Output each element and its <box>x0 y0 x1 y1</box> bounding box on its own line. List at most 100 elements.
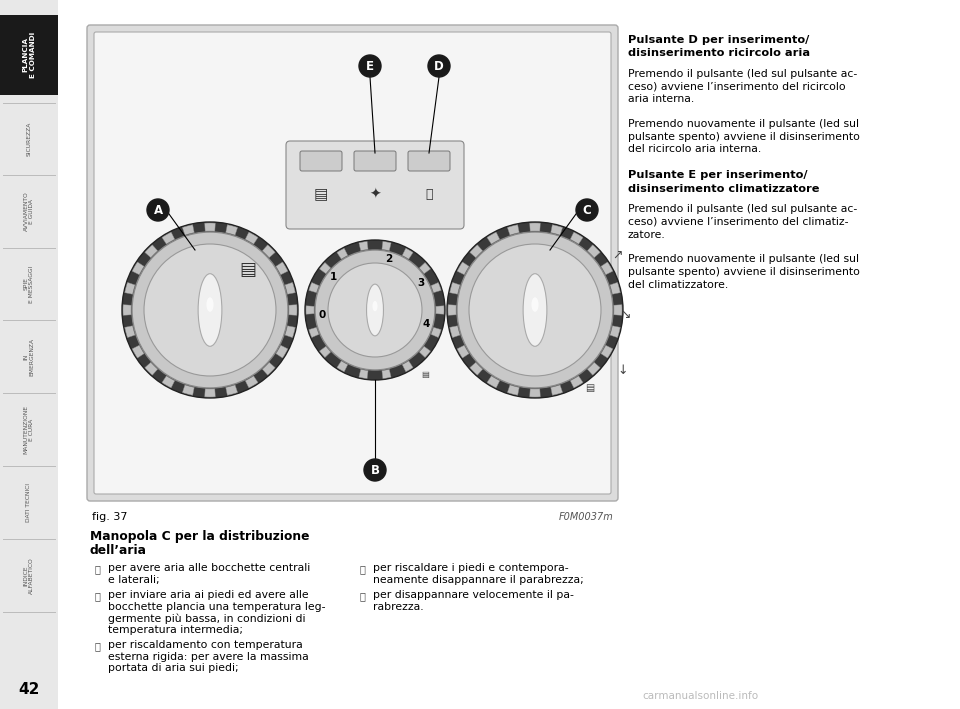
Wedge shape <box>245 376 258 388</box>
Text: ↗: ↗ <box>612 248 623 262</box>
Circle shape <box>328 263 422 357</box>
Wedge shape <box>262 362 276 375</box>
Wedge shape <box>309 328 319 337</box>
Text: IN
EMERGENZA: IN EMERGENZA <box>24 337 35 376</box>
Text: Pulsante E per inserimento/
disinserimento climatizzatore: Pulsante E per inserimento/ disinserimen… <box>628 170 820 194</box>
Text: ⨿: ⨿ <box>95 591 101 601</box>
FancyBboxPatch shape <box>286 141 464 229</box>
Text: SICUREZZA: SICUREZZA <box>27 122 32 156</box>
Text: aria interna.: aria interna. <box>628 94 694 104</box>
Text: 0: 0 <box>319 310 325 320</box>
Wedge shape <box>204 389 215 397</box>
Text: zatore.: zatore. <box>628 230 665 240</box>
Circle shape <box>364 459 386 481</box>
Wedge shape <box>601 345 612 358</box>
Text: AVVIAMENTO
E GUIDA: AVVIAMENTO E GUIDA <box>24 191 35 231</box>
Wedge shape <box>570 376 583 388</box>
Text: ↓: ↓ <box>617 364 628 376</box>
Wedge shape <box>448 305 456 316</box>
Wedge shape <box>309 282 319 293</box>
Wedge shape <box>359 242 368 251</box>
Wedge shape <box>276 262 288 275</box>
Text: del ricircolo aria interna.: del ricircolo aria interna. <box>628 144 761 154</box>
Text: 4: 4 <box>422 319 430 329</box>
Text: 42: 42 <box>18 683 39 698</box>
Wedge shape <box>337 361 348 372</box>
Text: MANUTENZIONE
E CURA: MANUTENZIONE E CURA <box>24 405 35 454</box>
Text: ▤: ▤ <box>314 187 328 202</box>
Wedge shape <box>382 369 391 379</box>
Ellipse shape <box>198 274 222 346</box>
Circle shape <box>147 199 169 221</box>
FancyBboxPatch shape <box>94 32 611 494</box>
Text: ⨿: ⨿ <box>360 591 366 601</box>
Text: 1: 1 <box>329 272 337 282</box>
Wedge shape <box>320 262 331 274</box>
Wedge shape <box>262 245 276 257</box>
Wedge shape <box>551 385 563 395</box>
Circle shape <box>457 232 613 388</box>
Text: carmanualsonline.info: carmanualsonline.info <box>642 691 758 701</box>
Wedge shape <box>457 345 469 358</box>
Text: DATI TECNICI: DATI TECNICI <box>27 483 32 522</box>
Text: per inviare aria ai piedi ed avere alle
bocchette plancia una temperatura leg-
g: per inviare aria ai piedi ed avere alle … <box>108 590 325 635</box>
Wedge shape <box>588 245 600 257</box>
Circle shape <box>469 244 601 376</box>
Text: ▤: ▤ <box>421 371 429 379</box>
Text: 🚗: 🚗 <box>425 188 433 201</box>
Wedge shape <box>245 232 258 244</box>
Wedge shape <box>610 325 620 337</box>
Wedge shape <box>337 248 348 259</box>
Wedge shape <box>431 282 442 293</box>
Wedge shape <box>402 248 413 259</box>
Wedge shape <box>570 232 583 244</box>
FancyBboxPatch shape <box>408 151 450 171</box>
Text: ✦: ✦ <box>370 188 381 201</box>
Circle shape <box>315 250 435 370</box>
FancyBboxPatch shape <box>87 25 618 501</box>
Text: per riscaldamento con temperatura
esterna rigida: per avere la massima
portata d: per riscaldamento con temperatura estern… <box>108 640 309 674</box>
Text: Premendo il pulsante (led sul pulsante ac-: Premendo il pulsante (led sul pulsante a… <box>628 204 857 215</box>
Wedge shape <box>285 282 296 294</box>
Wedge shape <box>276 345 288 358</box>
Wedge shape <box>508 385 519 395</box>
Text: Premendo nuovamente il pulsante (led sul: Premendo nuovamente il pulsante (led sul <box>628 255 859 264</box>
Text: C: C <box>583 203 591 216</box>
Text: ↘: ↘ <box>621 308 632 321</box>
Wedge shape <box>226 225 238 235</box>
Wedge shape <box>487 376 500 388</box>
Text: B: B <box>371 464 379 476</box>
Wedge shape <box>469 362 483 375</box>
Text: Manopola C per la distribuzione: Manopola C per la distribuzione <box>90 530 309 543</box>
Text: Premendo nuovamente il pulsante (led sul: Premendo nuovamente il pulsante (led sul <box>628 119 859 129</box>
Text: ⨿: ⨿ <box>360 564 366 574</box>
Wedge shape <box>132 262 144 275</box>
Text: D: D <box>434 60 444 72</box>
Wedge shape <box>182 225 194 235</box>
Text: del climatizzatore.: del climatizzatore. <box>628 279 729 289</box>
Wedge shape <box>588 362 600 375</box>
Ellipse shape <box>372 301 377 311</box>
Wedge shape <box>125 282 135 294</box>
FancyBboxPatch shape <box>300 151 342 171</box>
Bar <box>0 15 58 95</box>
Wedge shape <box>359 369 368 379</box>
Wedge shape <box>123 305 132 316</box>
Text: dell’aria: dell’aria <box>90 544 147 557</box>
Text: pulsante spento) avviene il disinserimento: pulsante spento) avviene il disinserimen… <box>628 267 860 277</box>
Wedge shape <box>289 305 297 316</box>
Text: SPIE
E MESSAGGI: SPIE E MESSAGGI <box>24 265 35 303</box>
Ellipse shape <box>523 274 547 346</box>
Wedge shape <box>530 389 540 397</box>
Wedge shape <box>431 328 442 337</box>
FancyBboxPatch shape <box>354 151 396 171</box>
Wedge shape <box>551 225 563 235</box>
Text: A: A <box>154 203 162 216</box>
Wedge shape <box>125 325 135 337</box>
Bar <box>0 0 58 709</box>
Wedge shape <box>469 245 483 257</box>
Wedge shape <box>613 305 622 316</box>
Text: ceso) avviene l’inserimento del ricircolo: ceso) avviene l’inserimento del ricircol… <box>628 82 846 91</box>
Wedge shape <box>457 262 469 275</box>
Circle shape <box>576 199 598 221</box>
